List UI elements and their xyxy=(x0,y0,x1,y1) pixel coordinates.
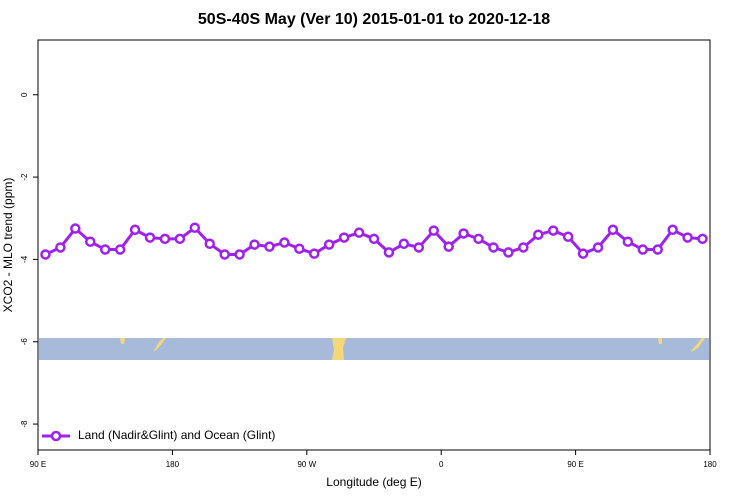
data-point xyxy=(637,244,649,255)
x-tick-label: 180 xyxy=(703,460,717,469)
data-point xyxy=(383,247,395,258)
x-axis-label: Longitude (deg E) xyxy=(326,475,421,489)
data-point xyxy=(204,238,215,250)
x-tick-label: 90 E xyxy=(567,460,583,469)
data-point xyxy=(577,248,589,259)
data-point xyxy=(428,225,439,236)
data-point xyxy=(294,243,305,254)
data-point xyxy=(413,242,425,253)
data-point xyxy=(353,227,365,238)
data-point xyxy=(189,222,201,233)
data-point xyxy=(279,237,290,248)
data-point xyxy=(55,242,66,253)
data-point xyxy=(40,249,51,260)
y-tick-label: -4 xyxy=(20,255,29,263)
legend-marker xyxy=(50,430,62,442)
data-point xyxy=(144,232,156,243)
data-point xyxy=(338,232,350,243)
data-point xyxy=(667,224,678,236)
legend-label: Land (Nadir&Glint) and Ocean (Glint) xyxy=(78,428,275,442)
chart-title: 50S-40S May (Ver 10) 2015-01-01 to 2020-… xyxy=(198,11,550,28)
data-point xyxy=(368,233,380,245)
data-point xyxy=(503,247,514,258)
x-tick-label: 180 xyxy=(166,460,180,469)
data-point xyxy=(159,233,171,245)
data-point xyxy=(592,242,604,253)
land-ocean-strip xyxy=(39,338,709,360)
plot-frame xyxy=(37,39,711,451)
x-tick-label: 90 W xyxy=(297,460,316,469)
ocean-band xyxy=(39,338,709,360)
data-point xyxy=(607,224,619,236)
x-tick-label: 0 xyxy=(439,460,444,469)
data-point xyxy=(533,229,544,240)
y-tick-label: -2 xyxy=(20,173,29,181)
data-point xyxy=(682,232,693,243)
data-point xyxy=(99,244,111,255)
data-point xyxy=(129,224,141,236)
data-point xyxy=(219,249,230,260)
data-point xyxy=(398,238,410,250)
data-point xyxy=(309,248,320,259)
data-point xyxy=(458,228,469,239)
data-point xyxy=(85,236,96,247)
data-point xyxy=(622,236,634,247)
y-axis-label: XCO2 - MLO trend (ppm) xyxy=(1,178,15,313)
y-tick-label: -6 xyxy=(20,338,29,346)
data-point xyxy=(249,239,260,250)
data-point xyxy=(547,225,559,236)
data-point xyxy=(443,241,454,252)
data-point xyxy=(697,233,708,245)
data-point xyxy=(473,233,484,245)
data-point xyxy=(264,241,275,252)
data-point xyxy=(70,223,81,234)
data-point xyxy=(323,239,335,250)
data-point xyxy=(488,242,499,253)
x-tick-label: 90 E xyxy=(30,460,46,469)
data-point xyxy=(652,244,663,255)
data-point xyxy=(114,244,126,255)
data-point xyxy=(518,242,529,253)
y-tick-label: 0 xyxy=(20,92,29,97)
y-tick-label: -8 xyxy=(20,420,29,428)
data-point xyxy=(234,249,245,260)
data-point xyxy=(562,231,574,243)
data-point xyxy=(174,233,186,245)
